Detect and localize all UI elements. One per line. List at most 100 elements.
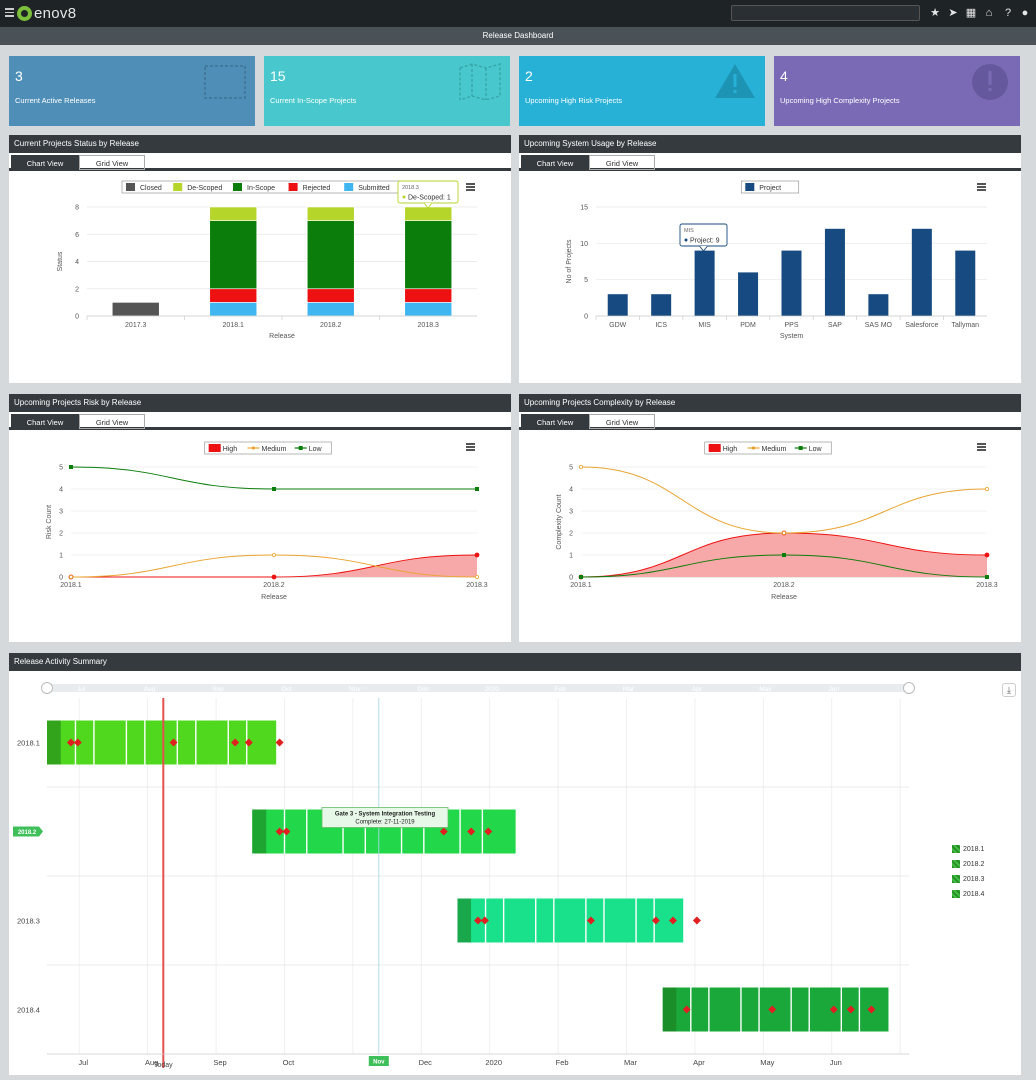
chart-menu-icon[interactable] (466, 183, 475, 191)
x-tick-label: PDM (740, 322, 756, 329)
legend-label: Project (759, 185, 781, 192)
kpi-value: 3 (15, 68, 23, 84)
y-tick-label: 2 (59, 531, 63, 538)
kpi-card-high-complexity[interactable]: 4 Upcoming High Complexity Projects (774, 56, 1020, 126)
tab-grid-view[interactable]: Grid View (79, 414, 145, 429)
star-icon[interactable]: ★ (930, 7, 940, 19)
y-tick-label: 15 (580, 205, 588, 212)
status-chart: Closed De-Scoped In-Scope Rejected Submitted… (57, 180, 477, 340)
gantt-legend-item[interactable]: 2018.1 (952, 845, 984, 853)
chart-menu-icon[interactable] (466, 443, 475, 451)
search-input[interactable] (731, 5, 920, 21)
legend-swatch (344, 183, 354, 191)
tab-chart-view[interactable]: Chart View (11, 155, 79, 170)
calendar-icon (204, 65, 246, 99)
legend-marker (798, 446, 803, 450)
bar-inscope (404, 220, 453, 290)
tooltip-box (321, 807, 449, 828)
x-tick-label: 2018.1 (223, 322, 245, 329)
kpi-card-active-releases[interactable]: 3 Current Active Releases (9, 56, 255, 126)
tab-chart-view[interactable]: Chart View (521, 155, 589, 170)
gantt-legend-item[interactable]: 2018.2 (952, 860, 984, 868)
gantt-legend-item[interactable]: 2018.4 (952, 890, 984, 898)
navigator-track (47, 684, 909, 692)
usage-chart: Project 0 5 10 15 GDW ICS MIS PDM PPS SAP SAS MO Sal… (566, 180, 987, 340)
chart-menu-icon[interactable] (977, 443, 986, 451)
tooltip-text: Complete: 27-11-2019 (355, 820, 415, 826)
logo-text: enov8 (34, 4, 77, 22)
y-tick-label: 5 (569, 465, 573, 472)
kpi-value: 2 (525, 68, 533, 84)
kpi-card-in-scope-projects[interactable]: 15 Current In-Scope Projects (264, 56, 510, 126)
milestone-diamond (275, 827, 284, 836)
legend-swatch (745, 183, 755, 191)
legend-swatch (173, 183, 183, 191)
download-icon[interactable]: ⤓ (1002, 683, 1016, 697)
view-tabs: Chart View Grid View (519, 153, 1021, 171)
map-icon (459, 63, 501, 100)
x-tick-label: 2017.3 (125, 322, 147, 329)
panel-title: Current Projects Status by Release (9, 135, 511, 153)
user-icon[interactable]: ● (1021, 7, 1029, 19)
tooltip-text: De-Scoped: 1 (408, 195, 451, 202)
point-medium (69, 574, 74, 579)
gantt-legend-item[interactable]: 2018.3 (952, 875, 984, 883)
panel-usage: Upcoming System Usage by Release Chart V… (519, 135, 1021, 383)
rocket-icon[interactable]: ➤ (948, 7, 958, 19)
navigator-month: Sep (212, 686, 224, 693)
chart-menu-icon[interactable] (977, 183, 986, 191)
kpi-card-high-risk[interactable]: 2 Upcoming High Risk Projects (519, 56, 765, 126)
y-tick-label: 4 (569, 487, 573, 494)
bar-start-segment (47, 720, 61, 765)
milestone-diamond (867, 1005, 876, 1014)
menu-icon[interactable] (5, 8, 14, 17)
calendar-icon[interactable]: ▦ (965, 7, 977, 19)
legend-label: Submitted (358, 185, 390, 192)
view-tabs: Chart View Grid View (9, 153, 511, 171)
bar-descoped (404, 206, 453, 221)
y-tick-label: 8 (75, 205, 79, 212)
legend-label: High (223, 446, 238, 453)
panel-title: Upcoming System Usage by Release (519, 135, 1021, 153)
complexity-chart: High Medium Low 0 1 2 3 4 5 2018.1 2018.2 2018.3 Rel… (556, 441, 998, 601)
milestone-diamond (474, 916, 482, 925)
logo[interactable]: enov8 (17, 4, 76, 22)
milestone-diamond (829, 1005, 838, 1014)
y-tick-label: 2 (75, 286, 79, 293)
point-high (984, 552, 990, 558)
alert-circle-icon (972, 64, 1008, 100)
milestone-diamond (846, 1005, 855, 1014)
help-icon[interactable]: ? (1004, 7, 1012, 19)
panel-status: Current Projects Status by Release Chart… (9, 135, 511, 383)
legend-label: 2018.4 (963, 890, 985, 898)
bar-submitted (306, 302, 355, 317)
point-medium (474, 574, 479, 579)
navigator-month: Oct (281, 686, 291, 693)
legend-swatch (952, 845, 960, 853)
month-label: Dec (419, 1058, 433, 1067)
line-medium (580, 466, 988, 534)
x-axis-title: Release (269, 333, 295, 340)
tab-grid-view[interactable]: Grid View (589, 414, 655, 429)
bar (781, 250, 802, 316)
x-tick-label: 2018.1 (570, 582, 592, 589)
milestone-diamond (467, 827, 476, 836)
tooltip-pointer (699, 245, 708, 252)
tab-chart-view[interactable]: Chart View (521, 414, 589, 429)
navigator-month: Dec (417, 686, 429, 693)
panel-activity: Release Activity Summary Jul Aug Sep Oct Nov… (9, 653, 1021, 1075)
y-tick-label: 5 (59, 465, 63, 472)
legend-swatch (708, 444, 721, 452)
y-tick-label: 1 (569, 553, 573, 560)
bar-inscope (209, 220, 258, 290)
legend-marker (251, 446, 256, 450)
store-icon[interactable]: ⌂ (985, 7, 993, 19)
tab-chart-view[interactable]: Chart View (11, 414, 79, 429)
point-low (579, 575, 583, 579)
tab-grid-view[interactable]: Grid View (589, 155, 655, 170)
tab-grid-view[interactable]: Grid View (79, 155, 145, 170)
navigator-month: Aug (144, 686, 156, 693)
x-tick-label: 2018.2 (773, 582, 795, 589)
point-high (271, 574, 277, 580)
x-tick-label: 2018.2 (320, 322, 342, 329)
